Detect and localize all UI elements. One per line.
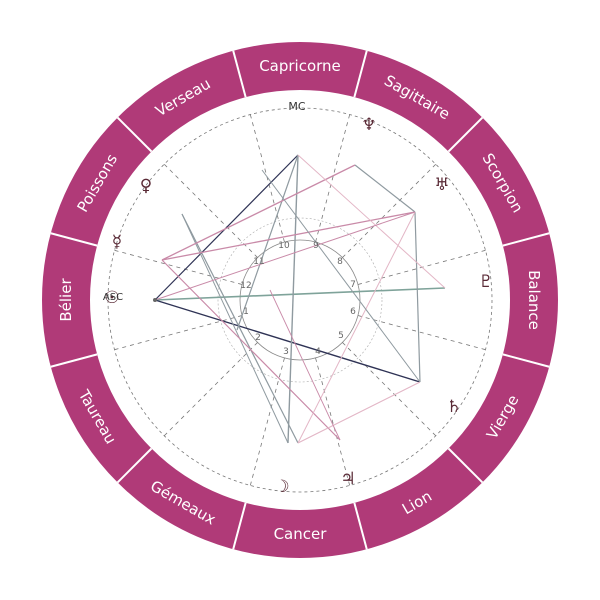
aspect-lines (154, 154, 446, 444)
uranus-icon: ♅ (434, 175, 449, 195)
house-middle-circle (217, 217, 383, 383)
sign-divider (50, 353, 98, 368)
sign-divider (353, 502, 368, 550)
sign-divider (447, 116, 484, 153)
asc-point (153, 298, 157, 302)
house-cusp-line (342, 163, 437, 258)
aspect-line (287, 154, 299, 444)
house-cusp-line (357, 315, 486, 351)
aspect-line (154, 211, 416, 301)
aspect-line (261, 169, 421, 383)
house-number-11: 11 (253, 257, 264, 267)
house-inner-circle (239, 239, 361, 361)
house-number-6: 6 (350, 307, 356, 317)
sun-icon: ☉ (104, 288, 119, 308)
pluto-icon: ♇ (478, 272, 493, 292)
house-cusp-line (315, 357, 351, 486)
aspect-line (181, 213, 289, 444)
sign-divider (353, 50, 368, 98)
sign-label-cancer: Cancer (274, 525, 328, 543)
aspect-line (154, 299, 421, 383)
outer-dashed-circle (107, 107, 493, 493)
aspect-line (269, 289, 341, 441)
mc-label: MC (288, 100, 305, 113)
house-number-8: 8 (337, 257, 343, 267)
venus-icon: ♀ (140, 176, 152, 196)
house-cusp-line (114, 315, 243, 351)
sign-divider (232, 50, 247, 98)
house-cusp-line (114, 249, 243, 285)
planet-glyphs: ♆ ♅ ♇ ♄ ♃ ☽ ☉ ☿ ♀ (104, 115, 493, 497)
aspect-line (297, 381, 421, 444)
house-cusp-line (163, 163, 258, 258)
sign-divider (116, 447, 153, 484)
house-cusp-line (315, 114, 351, 243)
house-number-1: 1 (243, 307, 249, 317)
aspect-line (236, 154, 299, 331)
house-number-10: 10 (278, 241, 290, 251)
house-number-9: 9 (313, 241, 319, 251)
mercury-icon: ☿ (112, 232, 122, 252)
aspect-line (297, 211, 416, 444)
saturn-icon: ♄ (446, 397, 461, 417)
aspect-line (161, 211, 416, 261)
moon-icon: ☽ (274, 477, 289, 497)
jupiter-icon: ♃ (340, 469, 355, 489)
sign-divider (50, 232, 98, 247)
house-number-5: 5 (338, 331, 344, 341)
house-number-4: 4 (315, 347, 321, 357)
neptune-icon: ♆ (361, 115, 376, 135)
house-cusp-line (163, 342, 258, 437)
sign-label-capricorn: Capricorne (259, 57, 341, 75)
aspect-line (154, 287, 446, 301)
aspect-line (297, 154, 446, 289)
aspect-line (354, 164, 416, 213)
aspect-line (161, 259, 341, 441)
sign-label-aries: Bélier (57, 278, 75, 322)
house-number-7: 7 (350, 280, 356, 290)
house-number-3: 3 (283, 347, 289, 357)
house-cusp-line (249, 357, 285, 486)
zodiac-ring-band (42, 42, 558, 558)
sign-divider (116, 116, 153, 153)
house-number-2: 2 (255, 333, 261, 343)
aspect-line (161, 164, 356, 261)
asc-label: ASC (103, 292, 123, 303)
guide-circles (107, 107, 493, 493)
house-number-12: 12 (240, 281, 251, 291)
sign-divider (502, 232, 550, 247)
aspect-line (414, 211, 421, 383)
house-cusp-line (249, 114, 285, 243)
sign-divider (447, 447, 484, 484)
sign-divider (232, 502, 247, 550)
sign-divider (502, 353, 550, 368)
sign-label-libra: Balance (525, 270, 543, 330)
zodiac-ring: CapricorneSagittaireScorpionBalanceVierg… (42, 42, 558, 558)
aspect-line (154, 154, 299, 301)
house-cusp-line (342, 342, 437, 437)
